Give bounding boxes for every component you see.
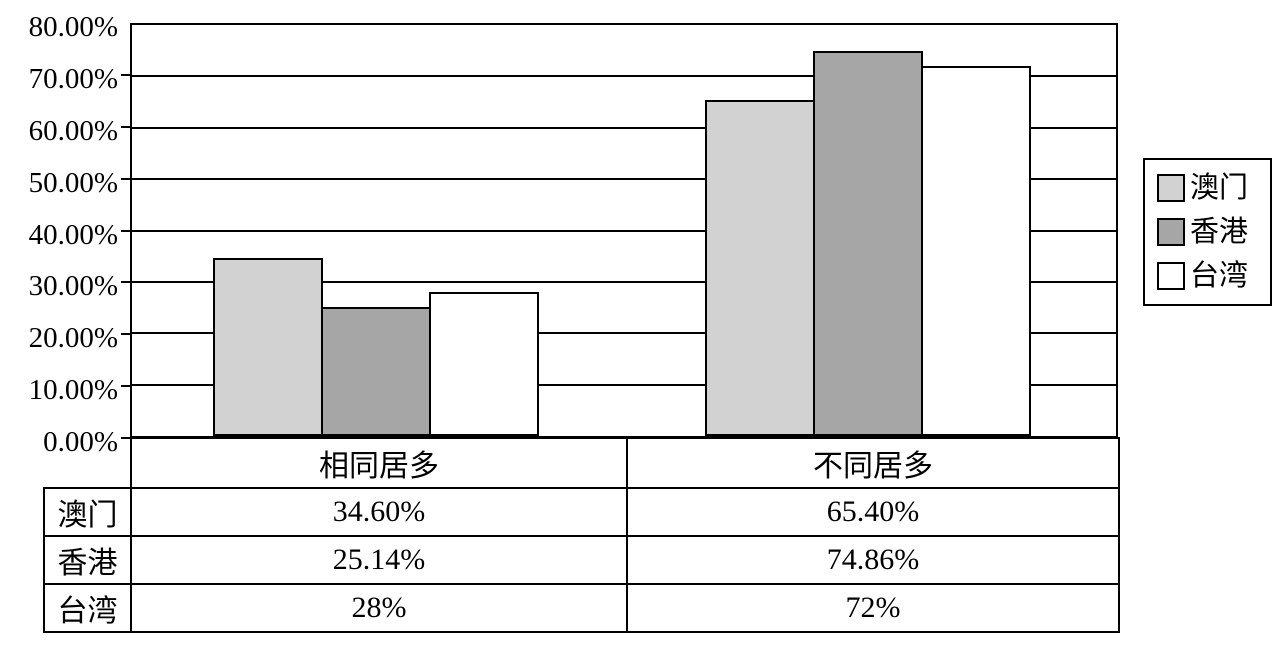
- y-axis-tick-label: 70.00%: [28, 62, 118, 95]
- y-axis-tick-label: 0.00%: [43, 426, 118, 458]
- bar-澳门-不同居多: [704, 100, 815, 436]
- bar-香港-不同居多: [812, 51, 924, 436]
- data-table: 相同居多 不同居多 澳门 34.60% 65.40% 香港 25.14% 74.86% 台湾 28…: [43, 437, 1120, 633]
- legend-item: 香港: [1157, 216, 1270, 248]
- legend-label: 澳门: [1190, 172, 1249, 204]
- gridline: [132, 280, 1116, 283]
- bar-台湾-不同居多: [921, 66, 1032, 436]
- plot-area: [130, 23, 1118, 438]
- category-header-cell: 不同居多: [626, 437, 1120, 489]
- legend-swatch-icon: [1157, 174, 1185, 202]
- gridline: [132, 229, 1116, 232]
- table-corner-cell: [44, 438, 131, 488]
- legend-label: 香港: [1190, 216, 1249, 248]
- y-axis-tick-mark: [121, 281, 131, 284]
- row-header-cell: 台湾: [43, 583, 132, 633]
- legend-box: 澳门 香港 台湾: [1143, 158, 1272, 306]
- legend-item: 澳门: [1157, 172, 1270, 204]
- y-axis-tick-label: 30.00%: [28, 270, 118, 303]
- value-cell: 72%: [626, 583, 1120, 633]
- y-axis-tick-mark: [121, 73, 131, 76]
- gridline: [132, 332, 1116, 335]
- y-axis-tick-mark: [121, 125, 131, 128]
- data-table-body: 相同居多 不同居多 澳门 34.60% 65.40% 香港 25.14% 74.86% 台湾 28…: [43, 437, 1120, 633]
- y-axis-tick-label: 60.00%: [28, 114, 118, 147]
- y-axis-tick-label: 40.00%: [28, 218, 118, 251]
- gridline: [132, 126, 1116, 129]
- y-axis-tick-mark: [121, 437, 131, 439]
- category-header-row: 相同居多 不同居多: [44, 437, 1120, 489]
- y-axis-tick-label: 10.00%: [28, 374, 118, 407]
- category-header-cell: 相同居多: [130, 437, 628, 489]
- legend-swatch-icon: [1157, 218, 1185, 246]
- gridline: [132, 178, 1116, 181]
- y-axis-tick-mark: [121, 177, 131, 180]
- gridline: [132, 383, 1116, 386]
- legend-item: 台湾: [1157, 260, 1270, 292]
- y-axis-tick-label: 80.00%: [28, 11, 118, 43]
- bar-香港-相同居多: [320, 306, 432, 436]
- gridline: [132, 75, 1116, 78]
- table-row: 澳门 34.60% 65.40%: [43, 487, 1120, 537]
- bar-台湾-相同居多: [429, 292, 540, 436]
- legend-label: 台湾: [1190, 260, 1249, 292]
- table-row: 香港 25.14% 74.86%: [43, 535, 1120, 585]
- value-cell: 34.60%: [130, 487, 628, 537]
- value-cell: 28%: [130, 583, 628, 633]
- row-header-cell: 澳门: [43, 487, 132, 537]
- value-cell: 25.14%: [130, 535, 628, 585]
- row-header-cell: 香港: [43, 535, 132, 585]
- y-axis-tick-mark: [121, 229, 131, 232]
- table-row: 台湾 28% 72%: [43, 583, 1120, 633]
- legend-swatch-icon: [1157, 262, 1185, 290]
- y-axis-tick-mark: [121, 385, 131, 388]
- y-axis-tick-label: 20.00%: [28, 322, 118, 355]
- y-axis-tick-label: 50.00%: [28, 166, 118, 199]
- y-axis-tick-mark: [121, 333, 131, 336]
- bar-澳门-相同居多: [212, 258, 323, 436]
- value-cell: 65.40%: [626, 487, 1120, 537]
- value-cell: 74.86%: [626, 535, 1120, 585]
